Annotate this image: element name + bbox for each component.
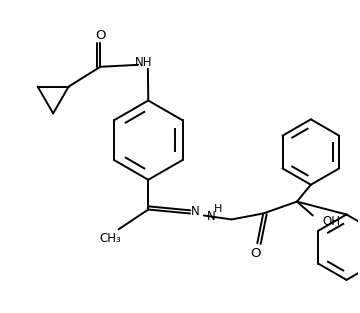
Text: N: N bbox=[190, 205, 199, 218]
Text: NH: NH bbox=[135, 56, 153, 69]
Text: O: O bbox=[250, 247, 261, 260]
Text: OH: OH bbox=[323, 215, 341, 228]
Text: O: O bbox=[95, 28, 105, 42]
Text: CH₃: CH₃ bbox=[100, 232, 121, 245]
Text: H: H bbox=[213, 203, 222, 213]
Text: N: N bbox=[207, 210, 216, 223]
